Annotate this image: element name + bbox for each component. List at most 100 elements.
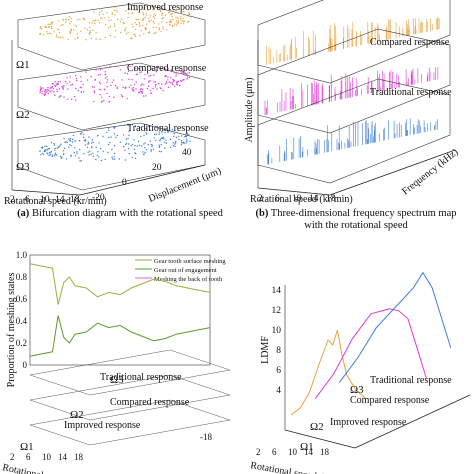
data-point — [98, 156, 100, 158]
data-point — [69, 23, 71, 25]
layer-label: Traditional response — [370, 87, 452, 98]
data-point — [91, 22, 93, 24]
series-line-compared — [314, 308, 427, 400]
data-point — [89, 32, 91, 34]
data-point — [143, 134, 145, 137]
data-point — [160, 144, 162, 146]
data-point — [111, 12, 114, 14]
data-point — [91, 142, 93, 144]
data-point — [168, 11, 171, 13]
data-point — [126, 73, 129, 75]
x-tick-label: 2 — [10, 452, 15, 462]
data-point — [134, 157, 137, 160]
y-tick-label: 0.2 — [16, 338, 27, 348]
y-tick-label: 40 — [182, 148, 192, 158]
data-point — [144, 147, 146, 149]
x-axis-label: Rotational speed (kr/min) — [249, 460, 352, 474]
data-point — [71, 83, 74, 86]
data-point — [90, 76, 92, 78]
data-point — [181, 19, 183, 22]
data-point — [183, 79, 185, 81]
data-point — [139, 88, 141, 91]
data-point — [150, 75, 152, 77]
data-point — [148, 17, 150, 20]
data-point — [108, 136, 110, 139]
data-point — [99, 73, 101, 76]
data-point — [128, 86, 131, 88]
data-point — [188, 20, 190, 23]
data-point — [177, 22, 180, 24]
data-point — [104, 74, 106, 76]
data-point — [142, 17, 145, 20]
data-point — [169, 82, 172, 84]
data-point — [88, 154, 90, 156]
data-point — [178, 135, 180, 138]
data-point — [128, 130, 130, 133]
series-line-tooth-surface — [29, 263, 211, 305]
layer-label: Traditional response — [100, 372, 182, 383]
data-point — [145, 132, 147, 134]
x-tick-label: 6 — [272, 447, 277, 457]
layer-plane — [17, 122, 206, 191]
data-point — [74, 147, 76, 149]
legend-entry: Gear out of engagement — [154, 267, 217, 274]
data-point — [93, 11, 95, 13]
data-point — [158, 82, 160, 85]
data-point — [113, 9, 115, 12]
data-point — [44, 94, 46, 97]
data-point — [150, 68, 152, 70]
y-tick-label: -20 — [92, 193, 105, 203]
caption-a-label: (a) — [17, 208, 30, 219]
data-point — [143, 143, 145, 145]
data-point — [161, 12, 163, 14]
omega-label: Ω2 — [310, 421, 324, 433]
data-point — [58, 88, 60, 90]
data-point — [178, 138, 180, 141]
data-point — [56, 90, 58, 93]
data-point — [40, 87, 42, 90]
data-point — [128, 8, 131, 10]
data-point — [158, 131, 160, 133]
x-tick-label: 18 — [320, 447, 330, 457]
data-point — [95, 146, 97, 149]
data-point — [39, 89, 42, 91]
data-point — [58, 32, 61, 34]
data-point — [131, 12, 134, 14]
y-tick-label: 0.4 — [16, 316, 28, 326]
data-point — [39, 27, 41, 29]
data-point — [161, 18, 164, 20]
data-point — [85, 71, 87, 73]
data-point — [182, 14, 185, 16]
data-point — [164, 83, 166, 85]
data-point — [174, 23, 176, 25]
data-point — [56, 147, 59, 149]
data-point — [47, 32, 49, 35]
layer-label: Compared response — [350, 395, 430, 406]
data-point — [148, 75, 150, 77]
y-tick-label: 1.0 — [16, 250, 28, 260]
data-point — [62, 150, 65, 152]
data-point — [54, 94, 56, 96]
scatter-improved — [39, 5, 191, 41]
data-point — [65, 80, 67, 83]
data-point — [98, 14, 101, 16]
data-point — [52, 87, 54, 90]
data-point — [124, 149, 126, 151]
data-point — [163, 138, 165, 140]
data-point — [161, 14, 163, 16]
data-point — [106, 76, 108, 78]
data-point — [131, 88, 133, 90]
data-point — [50, 22, 53, 24]
data-point — [93, 86, 95, 88]
x-tick-label: 14 — [58, 452, 68, 462]
data-point — [69, 81, 71, 83]
y-tick-label: 0.6 — [16, 294, 28, 304]
data-point — [165, 81, 168, 83]
data-point — [152, 26, 154, 29]
data-point — [180, 18, 182, 20]
data-point — [154, 14, 156, 16]
data-point — [92, 29, 94, 31]
y-tick-label: -18 — [200, 432, 212, 442]
data-point — [180, 15, 182, 18]
